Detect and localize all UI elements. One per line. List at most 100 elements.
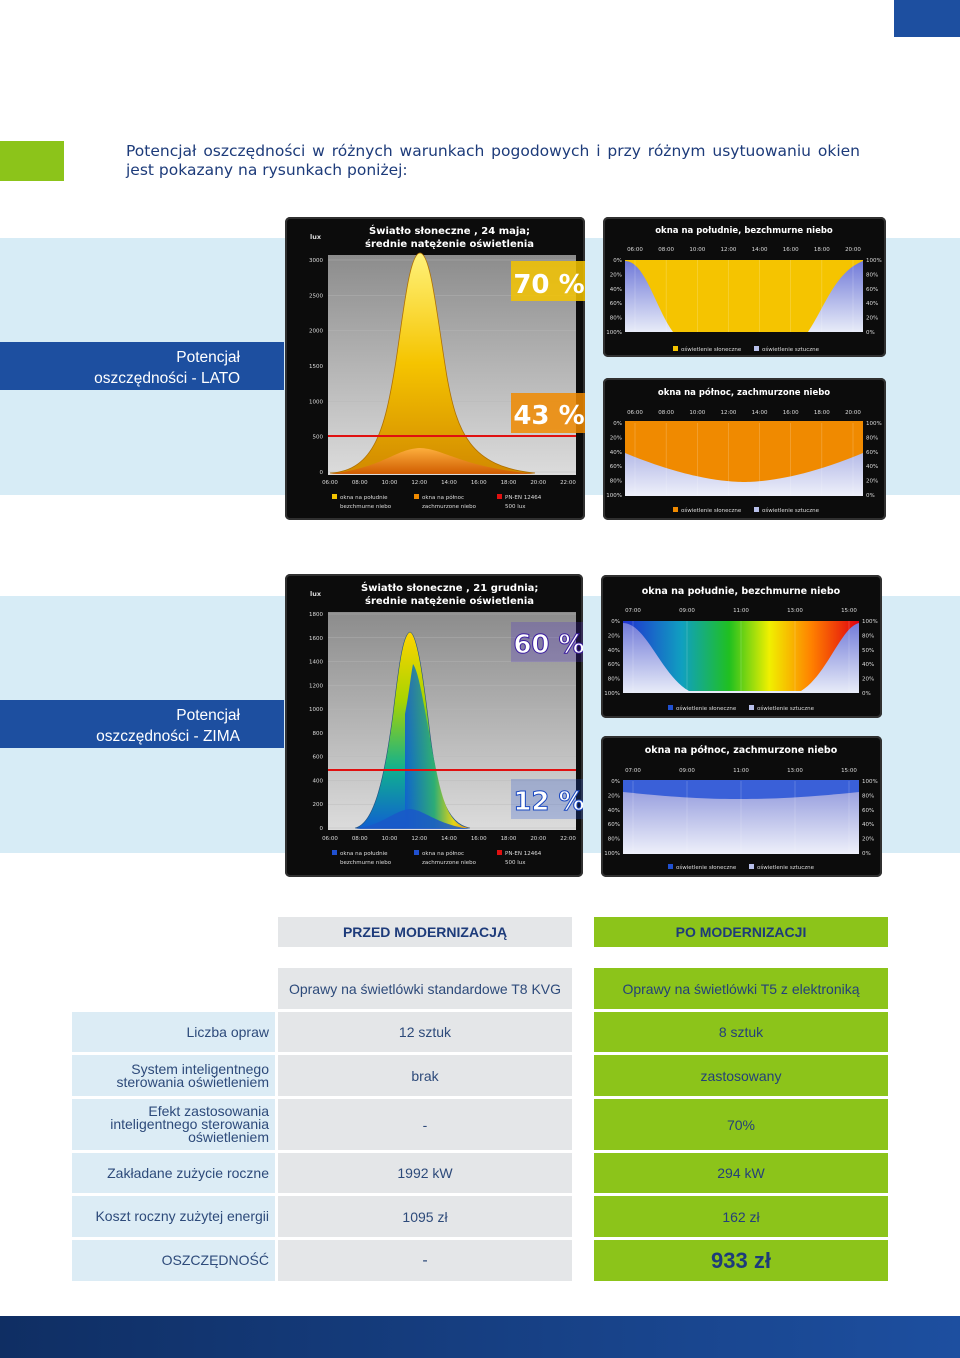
legend-swatch-sun	[668, 864, 673, 869]
winter-label-line2: oszczędności - ZIMA	[96, 728, 240, 745]
legend-label: okna na północ	[422, 850, 464, 857]
x-tick-label: 14:00	[752, 410, 768, 416]
legend-artificial: oświetlenie sztuczne	[762, 507, 820, 514]
legend-label: 500 lux	[505, 860, 526, 866]
right-tick-label: 40%	[866, 464, 878, 470]
right-tick-label: 20%	[866, 316, 878, 322]
footer-bar	[0, 1316, 960, 1358]
badge-bottom: 43 %	[513, 401, 584, 431]
winter-label-line1: Potencjał	[176, 707, 240, 724]
left-tick-label: 60%	[608, 662, 620, 668]
row-before: 12 sztuk	[278, 1012, 572, 1052]
x-tick-label: 11:00	[733, 768, 749, 774]
left-tick-label: 80%	[608, 677, 620, 683]
left-tick-label: 100%	[606, 330, 622, 336]
row-after: 8 sztuk	[594, 1012, 888, 1052]
right-tick-label: 40%	[862, 662, 874, 668]
row-before: 1095 zł	[278, 1196, 572, 1237]
header-before: PRZED MODERNIZACJĄ	[278, 917, 572, 947]
chart-title-line2: średnie natężenie oświetlenia	[365, 595, 534, 607]
x-tick-label: 08:00	[658, 247, 674, 253]
x-tick-label: 18:00	[814, 410, 830, 416]
x-tick-label: 07:00	[625, 768, 641, 774]
x-tick-label: 08:00	[658, 410, 674, 416]
y-tick-label: 0	[320, 826, 324, 832]
x-tick-label: 06:00	[322, 480, 338, 486]
badge-bottom: 12 %	[513, 787, 583, 817]
left-tick-label: 60%	[610, 301, 622, 307]
plot-area	[328, 612, 576, 830]
x-tick-label: 08:00	[352, 836, 368, 842]
south-clear-area	[329, 252, 536, 474]
legend-label: okna na północ	[422, 494, 464, 501]
x-tick-label: 08:00	[352, 480, 368, 486]
right-tick-label: 100%	[862, 619, 878, 625]
right-tick-label: 80%	[866, 272, 878, 278]
x-tick-label: 15:00	[841, 768, 857, 774]
winter-north-chart: okna na północ, zachmurzone niebo 07:00 0…	[601, 736, 882, 877]
left-tick-label: 80%	[608, 837, 620, 843]
x-tick-label: 06:00	[322, 836, 338, 842]
right-tick-label: 60%	[862, 808, 874, 814]
row-label-savings: OSZCZĘDNOŚĆ	[72, 1240, 275, 1281]
row-label: System inteligentnego sterowania oświetl…	[72, 1055, 275, 1096]
right-tick-label: 20%	[866, 479, 878, 485]
y-tick-label: 1600	[309, 636, 323, 642]
sunlight-area	[623, 621, 859, 691]
left-tick-label: 20%	[610, 435, 622, 441]
x-tick-label: 10:00	[689, 247, 705, 253]
legend-label: zachmurzone niebo	[422, 504, 477, 510]
legend-swatch-artificial	[754, 507, 759, 512]
legend-swatch	[497, 494, 502, 499]
chart-title: okna na południe, bezchmurne niebo	[642, 586, 841, 597]
right-tick-label: 80%	[866, 435, 878, 441]
right-tick-label: 60%	[866, 450, 878, 456]
left-tick-label: 0%	[613, 258, 622, 264]
left-tick-label: 40%	[608, 808, 620, 814]
legend-artificial: oświetlenie sztuczne	[762, 346, 820, 353]
y-tick-label: 2000	[309, 329, 323, 335]
badge-top: 60 %	[513, 630, 583, 660]
corner-accent	[894, 0, 960, 37]
left-tick-label: 100%	[606, 493, 622, 499]
y-tick-label: 800	[313, 731, 324, 737]
x-tick-label: 09:00	[679, 608, 695, 614]
right-tick-label: 0%	[862, 851, 871, 857]
summer-main-chart: Światło słoneczne , 24 maja; średnie nat…	[285, 217, 585, 520]
legend-swatch-sun	[673, 346, 678, 351]
legend-swatch-sun	[668, 705, 673, 710]
x-tick-label: 16:00	[783, 247, 799, 253]
legend-swatch	[332, 494, 337, 499]
row-before: brak	[278, 1055, 572, 1096]
sub-after: Oprawy na świetlówki T5 z elektroniką	[594, 968, 888, 1009]
right-tick-label: 0%	[862, 691, 871, 697]
y-tick-label: 1800	[309, 612, 323, 618]
legend-artificial: oświetlenie sztuczne	[757, 705, 815, 712]
header-after: PO MODERNIZACJI	[594, 917, 888, 947]
x-tick-label: 07:00	[625, 608, 641, 614]
row-after: zastosowany	[594, 1055, 888, 1096]
left-tick-label: 40%	[610, 287, 622, 293]
left-tick-label: 60%	[610, 464, 622, 470]
x-tick-label: 13:00	[787, 608, 803, 614]
left-tick-label: 20%	[610, 272, 622, 278]
winter-main-chart: Światło słoneczne , 21 grudnia; średnie …	[285, 574, 583, 877]
y-tick-label: 1200	[309, 683, 323, 689]
sunlight-area	[625, 421, 863, 482]
row-after: 294 kW	[594, 1153, 888, 1193]
legend-label: okna na południe	[340, 851, 388, 857]
legend-swatch	[332, 850, 337, 855]
summer-north-chart: okna na północ, zachmurzone niebo 06:00 0…	[603, 378, 886, 520]
x-tick-label: 20:00	[845, 247, 861, 253]
left-tick-label: 0%	[611, 779, 620, 785]
x-tick-label: 18:00	[501, 836, 517, 842]
badge-top-bg	[511, 261, 585, 301]
row-after: 70%	[594, 1099, 888, 1150]
left-tick-label: 40%	[610, 450, 622, 456]
row-before: 1992 kW	[278, 1153, 572, 1193]
legend-swatch	[497, 850, 502, 855]
right-tick-label: 80%	[862, 633, 874, 639]
y-tick-label: 1400	[309, 660, 323, 666]
summer-label-line2: oszczędności - LATO	[94, 370, 240, 387]
x-tick-label: 14:00	[752, 247, 768, 253]
